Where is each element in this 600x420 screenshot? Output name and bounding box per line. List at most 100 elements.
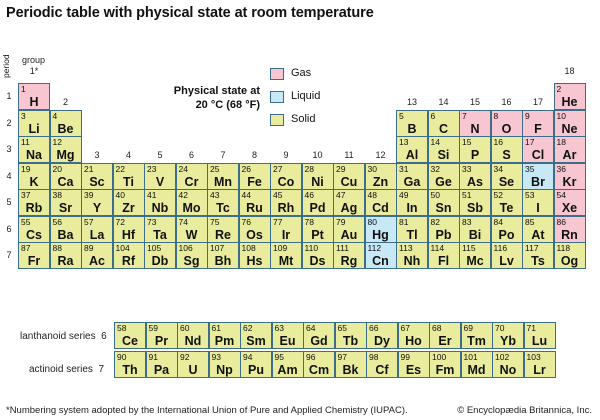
- element-symbol: Sg: [183, 254, 200, 268]
- element-symbol: Ir: [281, 227, 291, 242]
- page-title: Periodic table with physical state at ro…: [6, 5, 374, 21]
- element-symbol: Hg: [372, 227, 389, 242]
- element-symbol: Cr: [184, 174, 199, 189]
- atomic-number: 72: [115, 216, 125, 227]
- atomic-number: 112: [367, 243, 382, 253]
- element-symbol: Ne: [561, 121, 578, 136]
- element-symbol: Lu: [531, 334, 548, 348]
- element-symbol: Os: [246, 227, 263, 242]
- element-y: 39 Y: [81, 189, 113, 216]
- atomic-number: 117: [525, 243, 539, 253]
- element-tl: 81 Tl: [396, 215, 428, 243]
- element-cr: 24 Cr: [175, 162, 208, 190]
- element-symbol: Rh: [277, 201, 295, 215]
- element-mn: 25 Mn: [207, 162, 239, 190]
- element-symbol: Cm: [308, 363, 330, 377]
- atomic-number: 49: [399, 190, 409, 200]
- element-symbol: Li: [28, 121, 40, 136]
- atomic-number: 103: [526, 352, 541, 362]
- element-sc: 21 Sc: [81, 162, 113, 190]
- element-symbol: W: [185, 227, 198, 242]
- lanthanoid-series-label: lanthanoid series 6: [20, 331, 107, 342]
- atomic-number: 77: [273, 216, 283, 227]
- group-number-12: 12: [375, 149, 386, 160]
- element-tc: 43 Tc: [207, 189, 239, 216]
- element-cl: 17 Cl: [522, 136, 554, 163]
- legend-label-gas: Gas: [291, 67, 312, 79]
- atomic-number: 67: [400, 323, 410, 333]
- element-er: 68 Er: [429, 322, 461, 349]
- element-symbol: Na: [26, 148, 42, 162]
- element-ge: 32 Ge: [427, 162, 460, 190]
- element-symbol: P: [470, 148, 480, 162]
- group-axis-label: group: [22, 55, 46, 65]
- element-cs: 55 Cs: [18, 215, 50, 243]
- element-symbol: Ru: [246, 201, 263, 215]
- element-symbol: Db: [151, 254, 169, 268]
- element-symbol: Pt: [311, 227, 324, 242]
- group-number-18: 18: [564, 66, 575, 76]
- period-number-4: 4: [6, 170, 12, 181]
- element-pd: 46 Pd: [301, 189, 334, 216]
- element-symbol: F: [534, 121, 542, 136]
- element-la: 57 La: [81, 215, 113, 243]
- legend-title-line2: 20 °C (68 °F): [195, 99, 260, 111]
- atomic-number: 106: [178, 243, 193, 253]
- element-os: 76 Os: [238, 215, 271, 243]
- element-symbol: C: [438, 121, 449, 136]
- atomic-number: 5: [399, 110, 404, 121]
- element-symbol: Am: [277, 363, 298, 377]
- atomic-number: 99: [400, 352, 410, 362]
- element-np: 93 Np: [208, 351, 241, 378]
- element-symbol: Lr: [533, 363, 546, 377]
- element-symbol: Bh: [214, 254, 232, 268]
- element-eu: 63 Eu: [271, 322, 304, 349]
- element-symbol: Re: [215, 227, 231, 242]
- atomic-number: 70: [495, 323, 505, 333]
- element-kr: 36 Kr: [553, 162, 586, 190]
- group-number-10: 10: [312, 149, 323, 160]
- atomic-number: 118: [556, 243, 571, 253]
- element-symbol: Md: [467, 363, 486, 377]
- atomic-number: 34: [493, 163, 503, 174]
- atomic-number: 51: [462, 190, 472, 200]
- atomic-number: 29: [336, 163, 346, 174]
- element-rn: 86 Rn: [553, 215, 586, 243]
- element-symbol: Pa: [153, 363, 170, 377]
- element-in: 49 In: [396, 189, 428, 216]
- group-number-4: 4: [125, 149, 131, 160]
- copyright: © Encyclopædia Britannica, Inc.: [457, 405, 592, 416]
- atomic-number: 41: [147, 190, 157, 200]
- element-pr: 59 Pr: [145, 322, 178, 349]
- element-no: 102 No: [492, 351, 524, 378]
- element-bi: 83 Bi: [459, 215, 491, 243]
- element-symbol: Cn: [372, 254, 389, 268]
- element-symbol: Sc: [89, 174, 105, 189]
- element-br: 35 Br: [522, 162, 554, 190]
- element-symbol: In: [406, 201, 418, 215]
- atomic-number: 22: [115, 163, 125, 174]
- element-sm: 62 Sm: [240, 322, 272, 349]
- element-nh: 113 Nh: [396, 242, 428, 269]
- element-symbol: Pm: [214, 334, 235, 348]
- element-nd: 60 Nd: [177, 322, 209, 349]
- footnote: *Numbering system adopted by the Interna…: [6, 405, 408, 416]
- element-symbol: Cs: [26, 227, 42, 242]
- atomic-number: 31: [399, 163, 409, 174]
- element-symbol: I: [536, 201, 540, 215]
- atomic-number: 83: [462, 216, 472, 227]
- atomic-number: 78: [304, 216, 314, 227]
- atomic-number: 71: [526, 323, 536, 333]
- element-pt: 78 Pt: [301, 215, 334, 243]
- element-pa: 91 Pa: [145, 351, 178, 378]
- atomic-number: 102: [495, 352, 510, 362]
- element-xe: 54 Xe: [553, 189, 586, 216]
- element-lu: 71 Lu: [523, 322, 556, 349]
- element-symbol: Es: [405, 363, 422, 377]
- element-cd: 48 Cd: [364, 189, 397, 216]
- element-sr: 38 Sr: [49, 189, 82, 216]
- group-number-7: 7: [220, 149, 226, 160]
- atomic-number: 19: [21, 163, 31, 174]
- atomic-number: 84: [493, 216, 503, 227]
